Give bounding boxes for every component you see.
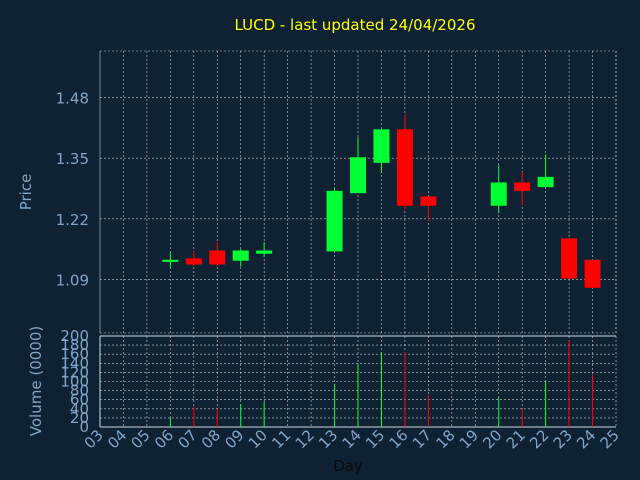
volume-tick-label: 180 <box>60 336 89 354</box>
volume-tick-label: 80 <box>70 382 89 400</box>
volume-tick-label: 200 <box>60 327 89 345</box>
x-axis-label: Day <box>333 457 363 475</box>
volume-tick-label: 40 <box>70 400 89 418</box>
x-tick-label: 24 <box>573 426 599 452</box>
x-tick-label: 10 <box>245 426 271 452</box>
candle-body <box>232 250 249 261</box>
x-tick-label: 07 <box>174 426 200 452</box>
price-tick-label: 1.48 <box>56 90 89 108</box>
price-tick-label: 1.35 <box>56 150 89 168</box>
x-tick-label: 13 <box>315 426 341 452</box>
price-axis-label: Price <box>17 174 35 211</box>
x-tick-label: 22 <box>526 426 552 452</box>
candle-body <box>396 129 413 206</box>
x-tick-label: 11 <box>268 426 294 452</box>
x-tick-label: 14 <box>339 426 365 452</box>
volume-tick-label: 20 <box>70 409 89 427</box>
candle-body <box>256 250 273 254</box>
x-tick-label: 19 <box>456 426 482 452</box>
chart-title: LUCD - last updated 24/04/2026 <box>235 16 476 34</box>
candle-body <box>537 176 554 188</box>
x-tick-label: 21 <box>503 426 529 452</box>
candle-body <box>373 129 390 163</box>
x-tick-label: 05 <box>128 426 154 452</box>
volume-tick-label: 140 <box>60 354 89 372</box>
x-tick-label: 16 <box>386 426 412 452</box>
volume-tick-label: 100 <box>60 373 89 391</box>
x-tick-label: 15 <box>362 426 388 452</box>
candle-body <box>162 259 179 262</box>
price-tick-label: 1.09 <box>56 271 89 289</box>
candle-body <box>209 250 226 265</box>
volume-tick-label: 120 <box>60 363 89 381</box>
x-tick-label: 09 <box>221 426 247 452</box>
candle-body <box>326 190 343 252</box>
candle-body <box>350 157 366 194</box>
candle-body <box>514 182 531 191</box>
x-tick-label: 25 <box>597 426 623 452</box>
candle-body <box>490 182 507 206</box>
candle-body <box>584 259 601 288</box>
volume-axis-label: Volume (0000) <box>27 326 45 436</box>
candle-body <box>420 196 437 206</box>
x-tick-label: 17 <box>409 426 435 452</box>
volume-tick-label: 60 <box>70 391 89 409</box>
x-tick-label: 12 <box>292 426 318 452</box>
x-tick-label: 08 <box>198 426 224 452</box>
x-tick-label: 20 <box>479 426 505 452</box>
candle-body <box>185 258 202 265</box>
x-tick-label: 23 <box>550 426 576 452</box>
price-tick-label: 1.22 <box>56 211 89 229</box>
x-tick-label: 04 <box>104 426 130 452</box>
x-tick-label: 06 <box>151 426 177 452</box>
price-panel-frame <box>99 50 617 334</box>
volume-tick-label: 0 <box>79 418 89 436</box>
x-tick-label: 18 <box>432 426 458 452</box>
volume-tick-label: 160 <box>60 345 89 363</box>
candle-body <box>561 238 578 279</box>
